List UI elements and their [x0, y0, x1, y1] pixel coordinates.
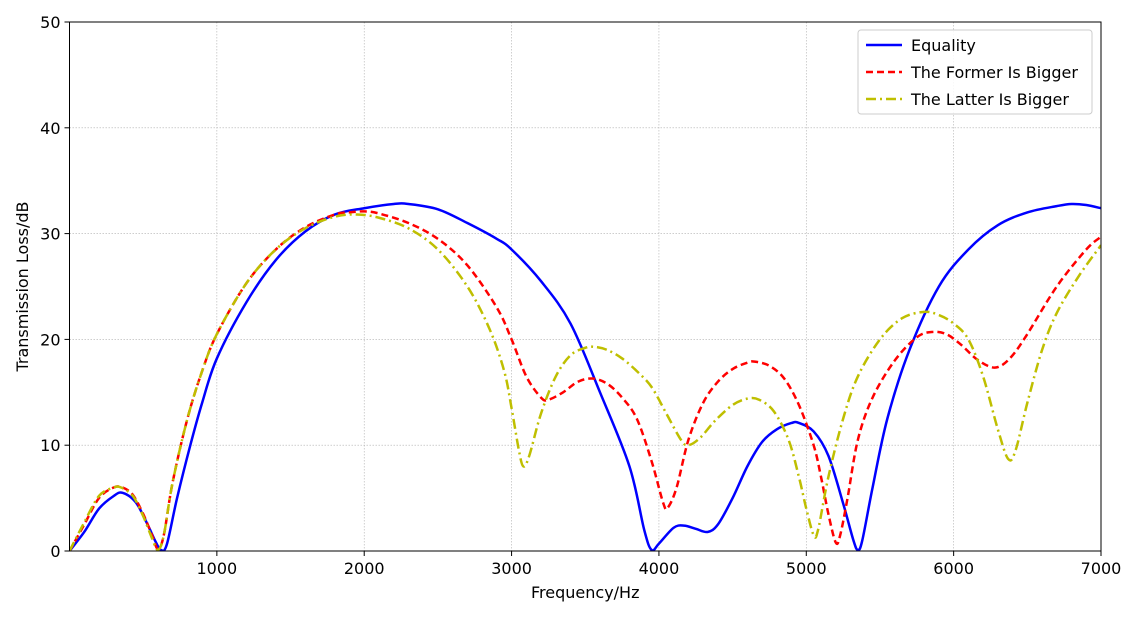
y-tick-label: 30: [40, 225, 60, 244]
legend-label-1: Equality: [911, 36, 976, 55]
x-tick-label: 5000: [786, 559, 827, 578]
x-tick-label: 2000: [344, 559, 385, 578]
x-tick-label: 1000: [196, 559, 237, 578]
y-tick-label: 40: [40, 119, 60, 138]
x-tick-label: 7000: [1081, 559, 1122, 578]
axis-ticks: 1000 2000 3000 4000 5000 6000 7000 0 10 20 30 40 50: [40, 13, 1121, 578]
y-tick-label: 0: [50, 542, 60, 561]
x-tick-label: 4000: [639, 559, 680, 578]
y-tick-label: 20: [40, 330, 60, 349]
y-tick-label: 50: [40, 13, 60, 32]
x-tick-label: 6000: [933, 559, 974, 578]
x-axis-title: Frequency/Hz: [531, 583, 639, 602]
series-lines: [69, 202, 1101, 551]
legend-label-3: The Latter Is Bigger: [910, 90, 1069, 109]
series-line-1: [69, 202, 1101, 551]
y-tick-label: 10: [40, 436, 60, 455]
legend-box: [857, 29, 1093, 115]
x-tick-label: 3000: [491, 559, 532, 578]
legend-label-2: The Former Is Bigger: [910, 63, 1078, 82]
legend: Equality The Former Is Bigger The Latter I…: [857, 29, 1093, 115]
series-line-2: [69, 210, 1101, 551]
y-axis-title: Transmission Loss/dB: [13, 201, 32, 372]
plot-frame: [69, 21, 1102, 552]
